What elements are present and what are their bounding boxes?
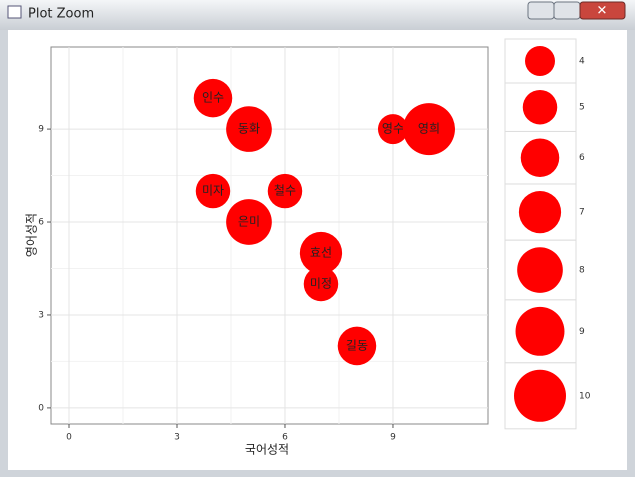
y-tick-label: 0 (38, 403, 44, 413)
x-tick-label: 0 (66, 433, 72, 443)
x-tick-label: 6 (282, 433, 288, 443)
bubble (226, 106, 272, 152)
bubble (299, 231, 343, 275)
legend-bubble (514, 369, 566, 422)
point-label: 은미 (238, 215, 260, 229)
legend-label: 4 (579, 57, 585, 67)
panel (50, 46, 489, 425)
legend-label: 6 (579, 153, 585, 163)
point-label: 인수 (202, 91, 224, 105)
bubble (402, 103, 455, 156)
legend-label: 9 (579, 327, 585, 337)
bubble (267, 173, 303, 209)
maximize-button[interactable] (553, 1, 581, 20)
legend-bubble (518, 190, 562, 234)
point-label: 영수 (382, 122, 404, 136)
close-button[interactable] (579, 1, 626, 20)
minimize-button[interactable] (527, 1, 555, 20)
x-axis-label: 국어성적 (245, 443, 289, 457)
bubble (193, 78, 233, 118)
legend-label: 5 (579, 103, 585, 113)
legend-bubble (522, 90, 558, 125)
close-icon[interactable]: ✕ (597, 4, 608, 19)
bubble (303, 266, 339, 302)
point-label: 미정 (310, 276, 332, 290)
y-tick-label: 6 (38, 218, 44, 228)
window-title: Plot Zoom (28, 7, 94, 22)
legend-label: 8 (579, 266, 585, 276)
bubble (377, 114, 408, 145)
bubble (337, 326, 377, 366)
x-tick-label: 9 (390, 433, 396, 443)
legend-bubble (517, 247, 563, 293)
legend-label: 7 (579, 208, 585, 218)
window-icon (7, 5, 22, 19)
x-tick-label: 3 (174, 433, 180, 443)
point-label: 동화 (238, 122, 260, 136)
point-label: 미자 (202, 184, 224, 198)
bubble (195, 173, 231, 209)
y-tick-label: 3 (38, 310, 44, 320)
point-label: 영희 (418, 122, 440, 136)
legend-label: 10 (579, 391, 591, 401)
legend-bubble (520, 138, 560, 177)
y-axis-label: 영어성적 (25, 213, 39, 257)
legend-bubble (525, 46, 555, 76)
y-tick-label: 9 (38, 125, 44, 135)
legend-bubble (515, 306, 565, 356)
bubble (226, 199, 272, 245)
point-label: 효선 (310, 246, 332, 260)
point-label: 길동 (346, 338, 368, 352)
point-label: 철수 (274, 184, 296, 198)
